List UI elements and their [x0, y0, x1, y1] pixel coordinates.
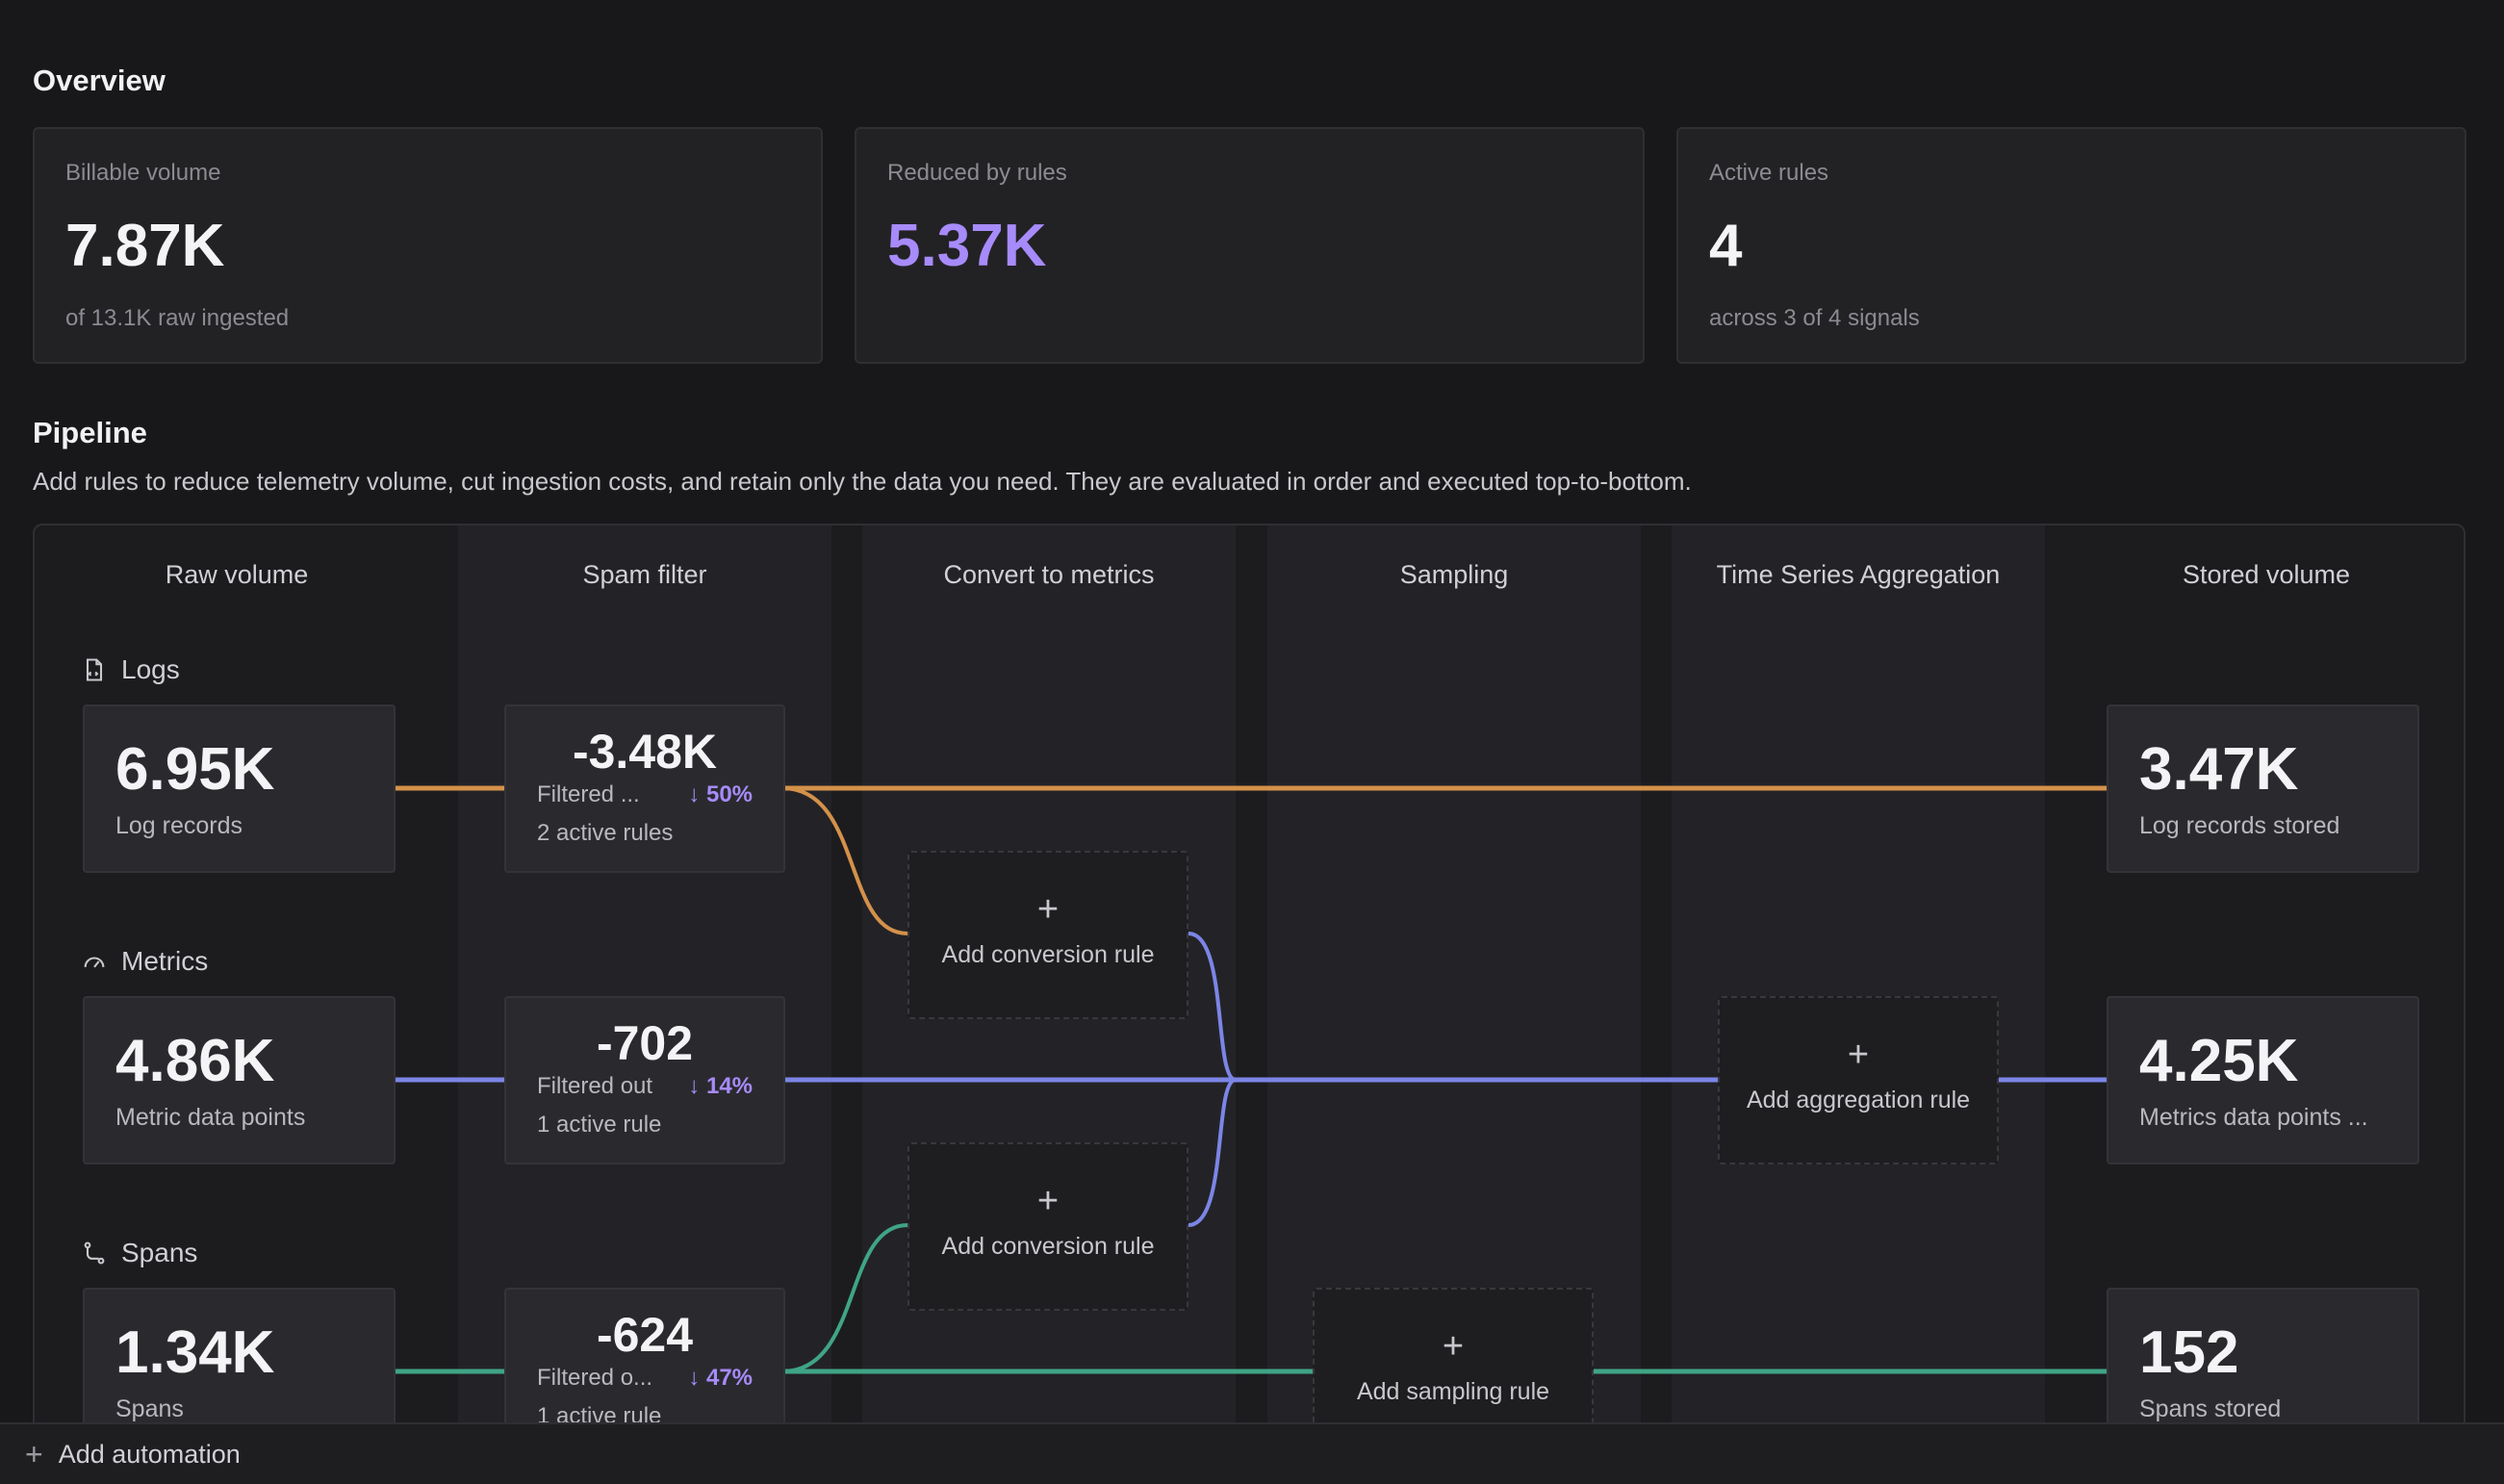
plus-icon: +	[1036, 889, 1060, 930]
conversion-to-metrics-curve	[1188, 932, 1237, 1082]
filtered-percent: ↓ 50%	[688, 781, 753, 807]
filtered-label: Filtered ...	[537, 781, 640, 807]
log-file-icon	[86, 658, 103, 681]
add-automation-label: Add automation	[58, 1439, 241, 1469]
filtered-percent: ↓ 47%	[688, 1365, 753, 1391]
active-rules-count: 2 active rules	[537, 820, 674, 846]
signal-label-spans: Spans	[81, 1238, 197, 1268]
filtered-label: Filtered o...	[537, 1365, 653, 1391]
card-value: 7.87K	[65, 213, 225, 279]
add-aggregation-rule-label: Add aggregation rule	[1746, 1087, 1971, 1113]
filtered-percent: ↓ 14%	[688, 1073, 753, 1099]
conversion-to-metrics-curve	[1188, 1078, 1237, 1227]
column-header-stored-volume: Stored volume	[2182, 560, 2351, 589]
overview-title: Overview	[33, 64, 166, 97]
raw-value: 1.34K	[115, 1319, 275, 1386]
spans-to-conversion-curve	[781, 1223, 908, 1373]
filtered-value: -3.48K	[572, 725, 718, 779]
logs-raw-volume-node[interactable]: 6.95K Log records	[83, 704, 396, 873]
plus-icon: +	[1036, 1181, 1060, 1221]
logs-spam-filter-node[interactable]: -3.48K Filtered ... ↓ 50% 2 active rules	[504, 704, 785, 873]
filtered-label: Filtered out	[537, 1073, 653, 1099]
filtered-row: Filtered o... ↓ 47%	[537, 1365, 753, 1392]
raw-value: 4.86K	[115, 1028, 275, 1094]
logs-to-conversion-curve	[781, 786, 908, 935]
billable-volume-card: Billable volume 7.87K of 13.1K raw inges…	[33, 127, 823, 364]
filtered-value: -702	[596, 1016, 694, 1070]
stored-value: 3.47K	[2139, 736, 2299, 803]
raw-value: 6.95K	[115, 736, 275, 803]
metrics-spam-filter-node[interactable]: -702 Filtered out ↓ 14% 1 active rule	[504, 996, 785, 1164]
raw-label: Spans	[115, 1395, 184, 1422]
active-rules-count: 1 active rule	[537, 1112, 662, 1138]
card-sub: of 13.1K raw ingested	[65, 305, 290, 331]
column-header-time-series-aggregation: Time Series Aggregation	[1716, 560, 2001, 589]
reduced-by-rules-card: Reduced by rules 5.37K	[855, 127, 1645, 364]
signal-label-metrics: Metrics	[81, 946, 208, 977]
card-label: Reduced by rules	[887, 160, 1067, 186]
metrics-stored-volume-node[interactable]: 4.25K Metrics data points ...	[2107, 996, 2419, 1164]
plus-icon: +	[25, 1436, 43, 1471]
logs-stored-volume-node[interactable]: 3.47K Log records stored	[2107, 704, 2419, 873]
gauge-icon	[84, 957, 105, 968]
active-rules-card: Active rules 4 across 3 of 4 signals	[1676, 127, 2466, 364]
card-label: Billable volume	[65, 160, 221, 186]
add-conversion-rule-label: Add conversion rule	[941, 1233, 1155, 1260]
pipeline-description: Add rules to reduce telemetry volume, cu…	[33, 467, 1692, 496]
add-conversion-rule-button-logs[interactable]: + Add conversion rule	[907, 851, 1188, 1019]
pipeline-title: Pipeline	[33, 416, 147, 449]
plus-icon: +	[1847, 1035, 1870, 1075]
column-header-raw-volume: Raw volume	[165, 560, 309, 589]
card-sub: across 3 of 4 signals	[1709, 305, 1920, 331]
add-conversion-rule-label: Add conversion rule	[941, 941, 1155, 968]
stored-label: Log records stored	[2139, 812, 2340, 839]
metrics-raw-volume-node[interactable]: 4.86K Metric data points	[83, 996, 396, 1164]
column-header-convert-to-metrics: Convert to metrics	[943, 560, 1155, 589]
plus-icon: +	[1442, 1326, 1465, 1367]
stored-value: 4.25K	[2139, 1028, 2299, 1094]
raw-label: Metric data points	[115, 1104, 306, 1131]
filtered-row: Filtered ... ↓ 50%	[537, 781, 753, 808]
card-label: Active rules	[1709, 160, 1829, 186]
stored-label: Metrics data points ...	[2139, 1104, 2368, 1131]
pipeline-canvas: Raw volume Spam filter Convert to metric…	[33, 524, 2466, 1484]
signal-name: Metrics	[121, 946, 209, 976]
add-sampling-rule-label: Add sampling rule	[1356, 1378, 1550, 1405]
filtered-value: -624	[596, 1308, 694, 1362]
raw-label: Log records	[115, 812, 243, 839]
card-value: 5.37K	[887, 213, 1047, 279]
stored-label: Spans stored	[2139, 1395, 2282, 1422]
column-header-sampling: Sampling	[1399, 560, 1509, 589]
column-header-spam-filter: Spam filter	[582, 560, 707, 589]
signal-label-logs: Logs	[81, 654, 180, 685]
signal-name: Logs	[121, 654, 180, 684]
flow-lines	[396, 785, 2108, 1374]
route-icon	[84, 1241, 105, 1265]
add-conversion-rule-button-spans[interactable]: + Add conversion rule	[907, 1142, 1188, 1311]
add-automation-button[interactable]: + Add automation	[0, 1422, 2504, 1484]
stored-value: 152	[2139, 1319, 2239, 1386]
filtered-row: Filtered out ↓ 14%	[537, 1073, 753, 1100]
card-value: 4	[1709, 213, 1743, 279]
add-aggregation-rule-button[interactable]: + Add aggregation rule	[1718, 996, 1999, 1164]
signal-name: Spans	[121, 1238, 198, 1267]
